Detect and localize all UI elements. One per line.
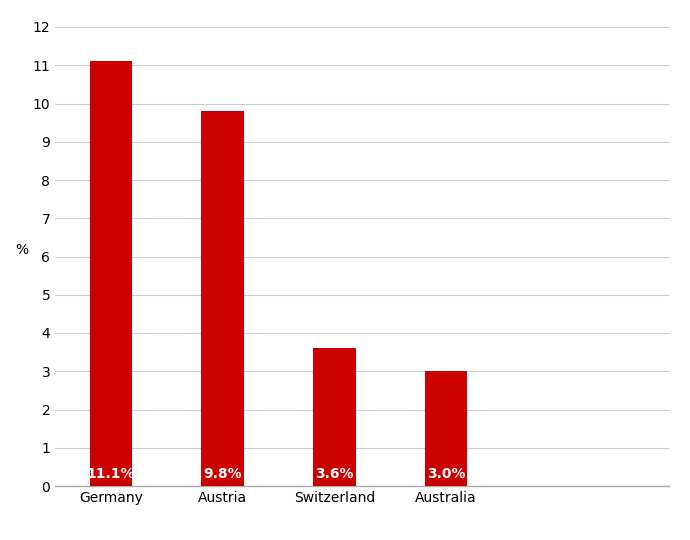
Bar	[201, 111, 244, 486]
Bar	[90, 62, 132, 486]
Text: 3.0%: 3.0%	[426, 468, 465, 482]
Text: 3.6%: 3.6%	[315, 468, 353, 482]
Text: 9.8%: 9.8%	[204, 468, 242, 482]
Bar	[425, 372, 467, 486]
Text: 11.1%: 11.1%	[87, 468, 135, 482]
Bar	[313, 348, 355, 486]
Y-axis label: %: %	[15, 242, 28, 256]
